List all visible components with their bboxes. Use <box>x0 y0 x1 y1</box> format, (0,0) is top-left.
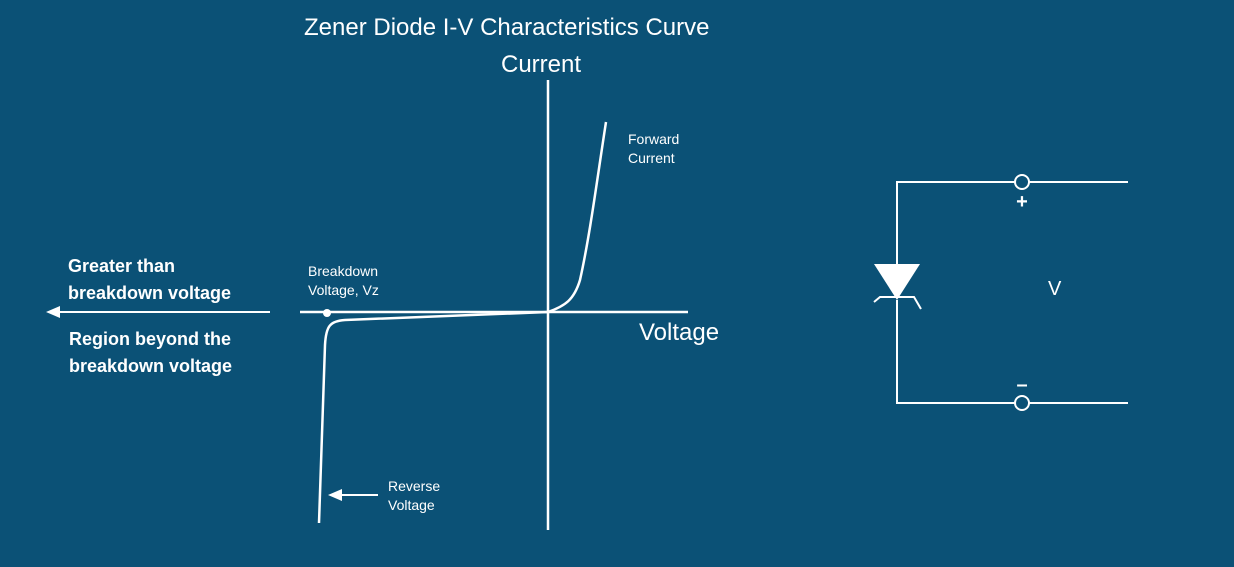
region-arrowhead <box>46 306 60 318</box>
negative-terminal-node <box>1014 395 1030 411</box>
breakdown-point <box>323 309 331 317</box>
circuit-bottom-wire <box>896 300 1128 404</box>
greater-than-breakdown-label: Greater than breakdown voltage <box>68 256 232 303</box>
forward-curve <box>547 121 608 314</box>
region-beyond-breakdown-label: Region beyond the breakdown voltage <box>69 329 233 376</box>
reverse-voltage-arrowhead <box>328 489 342 501</box>
circuit-top-wire <box>896 181 1128 264</box>
reverse-curve <box>317 310 549 524</box>
voltage-axis-label: Voltage <box>639 319 720 346</box>
current-axis-label: Current <box>501 51 582 78</box>
circuit-voltage-label: V <box>1048 278 1062 300</box>
positive-terminal-node <box>1014 174 1030 190</box>
reverse-voltage-label: Reverse Voltage <box>388 478 441 513</box>
zener-diode-bar <box>873 296 922 310</box>
positive-terminal-label: + <box>1016 191 1028 213</box>
diagram-title: Zener Diode I-V Characteristics Curve <box>304 14 710 41</box>
breakdown-voltage-label: Breakdown Voltage, Vz <box>308 263 379 298</box>
zener-circuit <box>873 174 1128 411</box>
zener-diode-symbol <box>874 264 920 300</box>
forward-current-label: Forward Current <box>628 131 680 166</box>
negative-terminal-label: – <box>1016 374 1027 396</box>
